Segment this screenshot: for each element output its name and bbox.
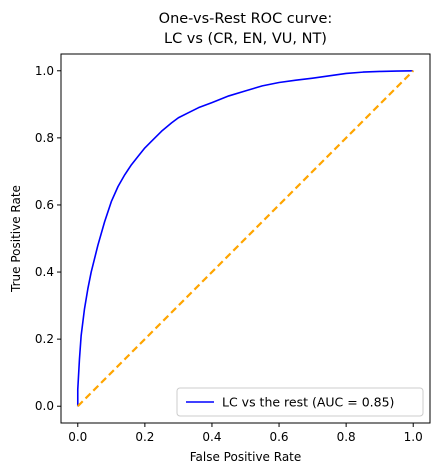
x-tick-label: 0.0 <box>68 430 87 444</box>
series-group <box>76 69 415 408</box>
x-tick-label: 0.2 <box>135 430 154 444</box>
y-tick-label: 0.0 <box>35 399 54 413</box>
title-line: One-vs-Rest ROC curve: <box>159 11 333 27</box>
y-axis-ticks: 0.0 0.2 0.4 0.6 0.8 1.0 <box>35 64 61 413</box>
y-tick-label: 0.6 <box>35 198 54 212</box>
legend-box <box>176 387 424 417</box>
y-tick-label: 0.8 <box>35 131 54 145</box>
chart-title: One-vs-Rest ROC curve: LC vs (CR, EN, VU,… <box>159 11 333 47</box>
legend-entry-label: LC vs the rest (AUC = 0.85) <box>222 395 394 410</box>
y-tick-label: 1.0 <box>35 64 54 78</box>
legend: LC vs the rest (AUC = 0.85) <box>176 387 424 417</box>
x-axis-ticks: 0.0 0.2 0.4 0.6 0.8 1.0 <box>68 423 423 444</box>
y-axis-label: True Positive Rate <box>9 185 23 293</box>
y-tick-label: 0.2 <box>35 332 54 346</box>
x-tick-label: 0.6 <box>269 430 288 444</box>
title-line: LC vs (CR, EN, VU, NT) <box>164 31 327 47</box>
x-tick-label: 0.8 <box>337 430 356 444</box>
chance-diagonal-line <box>76 69 415 408</box>
x-tick-label: 0.4 <box>202 430 221 444</box>
roc-curve-line <box>76 69 414 407</box>
plot-frame <box>60 53 431 424</box>
x-tick-label: 1.0 <box>404 430 423 444</box>
y-tick-label: 0.4 <box>35 265 54 279</box>
x-axis-label: False Positive Rate <box>190 450 302 464</box>
